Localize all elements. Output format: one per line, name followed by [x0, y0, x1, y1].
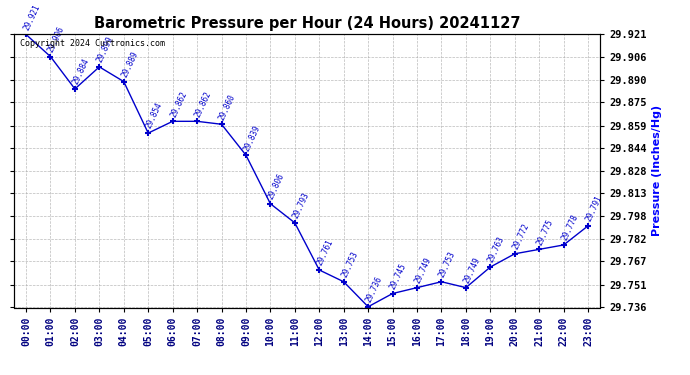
Text: 29.921: 29.921 — [22, 3, 42, 32]
Text: 29.793: 29.793 — [291, 191, 310, 220]
Text: 29.791: 29.791 — [584, 194, 604, 223]
Text: 29.884: 29.884 — [71, 57, 91, 86]
Text: 29.749: 29.749 — [462, 256, 482, 285]
Text: 29.778: 29.778 — [560, 213, 580, 242]
Text: 29.745: 29.745 — [388, 262, 408, 291]
Text: 29.899: 29.899 — [95, 35, 115, 64]
Text: 29.806: 29.806 — [266, 172, 286, 201]
Text: 29.906: 29.906 — [46, 25, 66, 54]
Text: 29.862: 29.862 — [193, 90, 213, 118]
Text: 29.749: 29.749 — [413, 256, 433, 285]
Y-axis label: Pressure (Inches/Hg): Pressure (Inches/Hg) — [652, 105, 662, 236]
Text: 29.839: 29.839 — [242, 123, 262, 152]
Text: 29.775: 29.775 — [535, 217, 555, 247]
Text: 29.860: 29.860 — [217, 93, 237, 122]
Text: 29.854: 29.854 — [144, 101, 164, 130]
Text: 29.736: 29.736 — [364, 275, 384, 304]
Text: 29.889: 29.889 — [120, 50, 139, 79]
Text: Copyright 2024 Curtronics.com: Copyright 2024 Curtronics.com — [19, 39, 165, 48]
Text: 29.753: 29.753 — [339, 250, 359, 279]
Title: Barometric Pressure per Hour (24 Hours) 20241127: Barometric Pressure per Hour (24 Hours) … — [94, 16, 520, 31]
Text: 29.763: 29.763 — [486, 235, 506, 264]
Text: 29.753: 29.753 — [437, 250, 457, 279]
Text: 29.862: 29.862 — [168, 90, 188, 118]
Text: 29.761: 29.761 — [315, 238, 335, 267]
Text: 29.772: 29.772 — [511, 222, 531, 251]
